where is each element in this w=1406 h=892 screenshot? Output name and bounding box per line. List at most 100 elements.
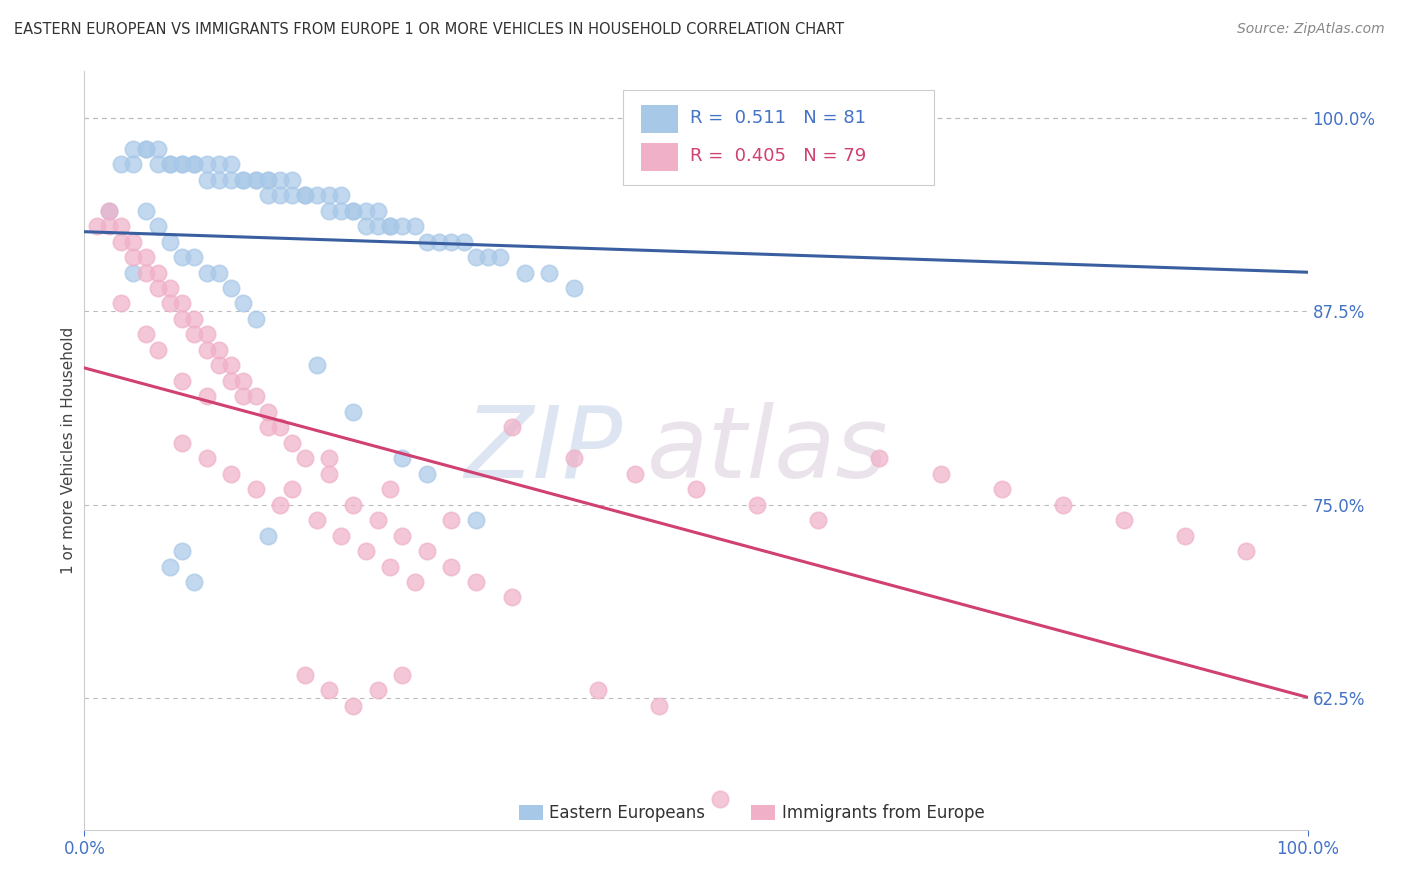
Point (354, 219, 377, 233)
Bar (641, 144, 678, 170)
Point (380, 219, 402, 233)
Point (245, 482, 267, 496)
Point (281, 435, 304, 450)
Point (146, 157, 169, 171)
Point (380, 482, 402, 496)
Point (562, 281, 585, 295)
Point (122, 250, 145, 264)
Point (195, 451, 218, 466)
Point (342, 498, 364, 512)
Point (538, 266, 561, 280)
Point (367, 219, 389, 233)
Point (318, 188, 340, 202)
Point (905, 157, 928, 171)
Point (294, 188, 316, 202)
Point (232, 172, 254, 186)
Point (330, 528, 353, 542)
Point (294, 668, 316, 682)
Point (991, 482, 1014, 496)
Point (208, 157, 231, 171)
Point (232, 296, 254, 310)
Point (305, 513, 328, 527)
Bar (751, 805, 776, 821)
Point (391, 219, 413, 233)
Point (97, 219, 120, 233)
Point (305, 359, 328, 373)
Point (97, 203, 120, 218)
Point (648, 698, 671, 713)
Point (489, 250, 512, 264)
Point (195, 327, 218, 342)
Point (110, 235, 132, 249)
Point (807, 513, 830, 527)
Text: R =  0.405   N = 79: R = 0.405 N = 79 (690, 147, 866, 165)
Point (367, 203, 389, 218)
Point (195, 266, 218, 280)
Point (380, 559, 402, 574)
Point (245, 172, 267, 186)
Point (342, 405, 364, 419)
Point (354, 544, 377, 558)
Point (294, 451, 316, 466)
Point (146, 343, 169, 357)
Point (257, 528, 280, 542)
Bar (641, 105, 678, 133)
Point (219, 281, 242, 295)
Point (159, 559, 181, 574)
Point (219, 374, 242, 388)
Point (122, 235, 145, 249)
Point (208, 266, 231, 280)
Point (208, 172, 231, 186)
Point (869, 451, 891, 466)
Point (440, 513, 463, 527)
Point (367, 513, 389, 527)
Point (172, 296, 194, 310)
Point (159, 281, 181, 295)
Point (183, 157, 205, 171)
Point (232, 374, 254, 388)
Point (245, 172, 267, 186)
Text: Immigrants from Europe: Immigrants from Europe (782, 804, 984, 822)
Point (135, 142, 157, 156)
Point (159, 157, 181, 171)
Point (513, 266, 536, 280)
Point (232, 172, 254, 186)
Point (831, 157, 853, 171)
Point (159, 235, 181, 249)
Point (86, 219, 108, 233)
Point (183, 312, 205, 326)
Point (195, 389, 218, 403)
Point (269, 420, 291, 434)
Point (172, 312, 194, 326)
Y-axis label: 1 or more Vehicles in Household: 1 or more Vehicles in Household (60, 326, 76, 574)
Point (1052, 498, 1074, 512)
Point (110, 219, 132, 233)
Point (110, 296, 132, 310)
Point (709, 791, 731, 805)
Point (269, 172, 291, 186)
Point (440, 559, 463, 574)
Point (122, 157, 145, 171)
Point (195, 343, 218, 357)
Point (172, 435, 194, 450)
Point (330, 203, 353, 218)
Point (380, 219, 402, 233)
Point (391, 668, 413, 682)
Bar (519, 805, 543, 821)
Point (586, 683, 609, 698)
Point (416, 235, 439, 249)
Point (97, 203, 120, 218)
Point (1236, 544, 1258, 558)
Point (1174, 528, 1197, 542)
Point (342, 203, 364, 218)
Point (318, 203, 340, 218)
Point (183, 327, 205, 342)
Point (172, 250, 194, 264)
Point (232, 389, 254, 403)
Point (502, 420, 524, 434)
Point (391, 528, 413, 542)
Point (135, 266, 157, 280)
Point (195, 157, 218, 171)
Point (685, 482, 707, 496)
Point (195, 172, 218, 186)
